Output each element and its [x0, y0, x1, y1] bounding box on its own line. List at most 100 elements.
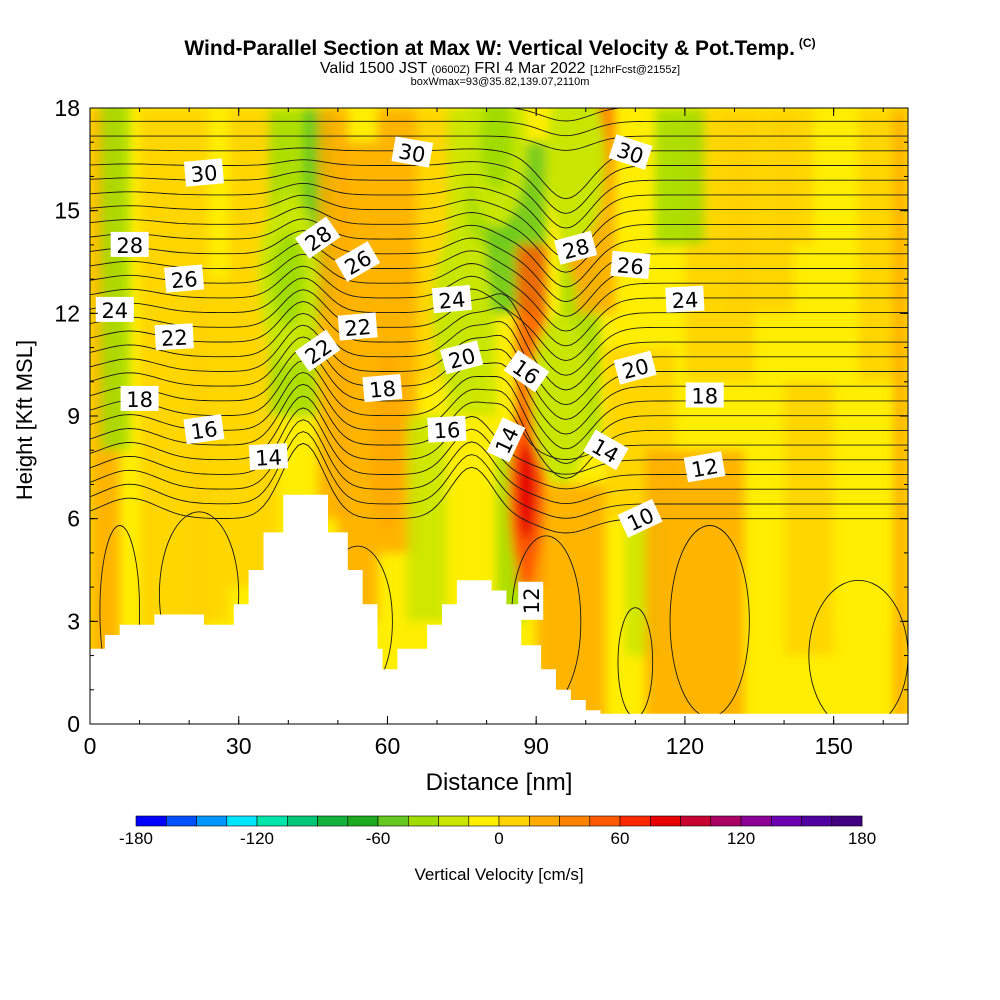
isentrope-line [90, 312, 908, 406]
colorbar-swatch [559, 815, 591, 827]
contour-label: 26 [164, 264, 205, 293]
x-tick-label: 0 [84, 733, 97, 759]
isentrope-line [90, 301, 908, 391]
box-wmax-info: boxWmax=93@35.82,139.07,2110m [410, 76, 590, 88]
colorbar-swatch [589, 815, 621, 827]
isentrope-line [90, 159, 908, 214]
isentrope-line [90, 360, 908, 465]
y-tick-label: 0 [67, 711, 80, 737]
y-tick-label: 12 [54, 300, 80, 326]
y-tick-label: 15 [54, 198, 80, 224]
isentrope-line [90, 253, 908, 332]
contour-label-box [248, 443, 289, 471]
colorbar-swatch [770, 815, 802, 827]
isentrope-line [90, 348, 908, 450]
field-feature-core [271, 232, 305, 327]
contour-label: 16 [427, 415, 467, 443]
contour-label-text: 12 [520, 587, 544, 614]
contour-label-text: 24 [101, 299, 128, 323]
y-axis: 0 3 6 9 12 15 18 [54, 95, 908, 737]
contour-label: 26 [610, 250, 651, 280]
contour-label-box [154, 323, 194, 351]
contour-label-box [431, 284, 472, 314]
field-cell [645, 450, 745, 724]
contour-label: 24 [665, 285, 705, 313]
contour-label-box [391, 136, 434, 168]
contour-label-text: 18 [368, 376, 397, 402]
isentrope-line [90, 277, 908, 362]
colorbar-swatch [196, 815, 228, 827]
field-feature-core [544, 351, 578, 446]
x-tick-label: 30 [226, 733, 252, 759]
contour-label-text: 26 [170, 267, 199, 293]
contour-label: 12 [683, 451, 726, 482]
isentrope-line [90, 135, 908, 151]
contour-label-box [486, 417, 526, 463]
isentrope-line [90, 289, 908, 376]
isentrope-line [90, 383, 908, 460]
isentrope-line [90, 442, 908, 534]
isentrope-line [90, 241, 908, 317]
x-tick-label: 60 [375, 733, 401, 759]
contour-label: 24 [95, 296, 134, 323]
contour-label: 14 [248, 443, 289, 471]
colorbar-swatch [226, 815, 258, 827]
colorbar-swatch [649, 815, 681, 827]
contour-label-box [617, 498, 663, 538]
field-feature-core [480, 108, 513, 190]
isentrope-line [90, 265, 908, 347]
contour-label-box [427, 415, 467, 443]
isentrope-line [90, 206, 908, 273]
contour-label-box [503, 349, 550, 393]
isentrope-line [90, 171, 908, 229]
x-tick-label: 150 [814, 733, 852, 759]
y-tick-label: 6 [67, 506, 80, 532]
contour-label-text: 22 [160, 326, 188, 351]
contour-label-box [583, 429, 629, 471]
colorbar-swatch [135, 815, 167, 827]
contour-label-box [183, 158, 224, 187]
contour-label-box [110, 231, 149, 257]
contour-label-box [613, 350, 657, 385]
title-text: Wind-Parallel Section at Max W: Vertical… [184, 37, 795, 60]
colorbar-swatch [498, 815, 530, 827]
isentrope-line [90, 194, 908, 259]
contour-label-text: 18 [691, 385, 718, 409]
contour-label-box [334, 241, 381, 282]
contour-label-text: 30 [397, 139, 427, 167]
colorbar-tick-label: 0 [494, 829, 503, 848]
contour-label-box [610, 250, 651, 280]
subtitle-valid-line: Valid 1500 JST (0600Z) FRI 4 Mar 2022 [1… [0, 60, 1000, 78]
colorbar-swatches [135, 815, 863, 827]
isentrope-line [90, 182, 908, 244]
colorbar-swatch [680, 815, 712, 827]
colorbar-swatch [740, 815, 772, 827]
contour-label: 18 [120, 385, 159, 412]
x-tick-label: 90 [523, 733, 549, 759]
colorbar-tick-label: -180 [119, 829, 153, 848]
colorbar-swatch [286, 815, 318, 827]
contour-label-text: 12 [690, 454, 720, 482]
colorbar-tick-label: 180 [848, 829, 876, 848]
isentrope-line [90, 230, 908, 303]
contour-label-box [95, 296, 134, 322]
isentrope-line [90, 419, 908, 505]
contour-label: 30 [183, 158, 224, 187]
contour-label-box [183, 414, 225, 445]
contour-label-box [120, 385, 159, 411]
colorbar-tick-label: 60 [611, 829, 630, 848]
contour-label-box [337, 312, 378, 341]
field-cell [407, 416, 447, 622]
colorbar-swatch [801, 815, 833, 827]
colorbar-swatch [256, 815, 288, 827]
colorbar-tick-label: -60 [366, 829, 391, 848]
contour-label-text: 16 [433, 418, 461, 443]
field-cell [189, 279, 229, 622]
field-cell [655, 108, 705, 245]
contour-label-box [294, 216, 341, 259]
y-tick-label: 9 [67, 403, 80, 429]
colorbar-ticks: -180 -120 -60 0 60 120 180 [119, 829, 876, 848]
chart-title: Wind-Parallel Section at Max W: Vertical… [0, 36, 1000, 61]
title-mark: (C) [798, 36, 816, 50]
